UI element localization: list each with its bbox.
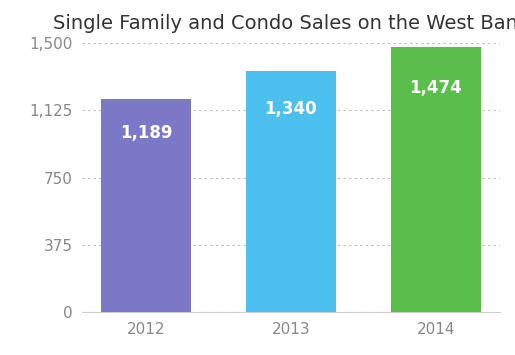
Bar <box>391 47 480 312</box>
Bar <box>246 71 336 312</box>
Title: Single Family and Condo Sales on the West Bank: Single Family and Condo Sales on the Wes… <box>53 14 515 33</box>
Text: 1,474: 1,474 <box>409 79 462 97</box>
Text: 1,189: 1,189 <box>120 124 173 142</box>
Bar <box>101 99 191 312</box>
Text: 1,340: 1,340 <box>265 100 317 118</box>
